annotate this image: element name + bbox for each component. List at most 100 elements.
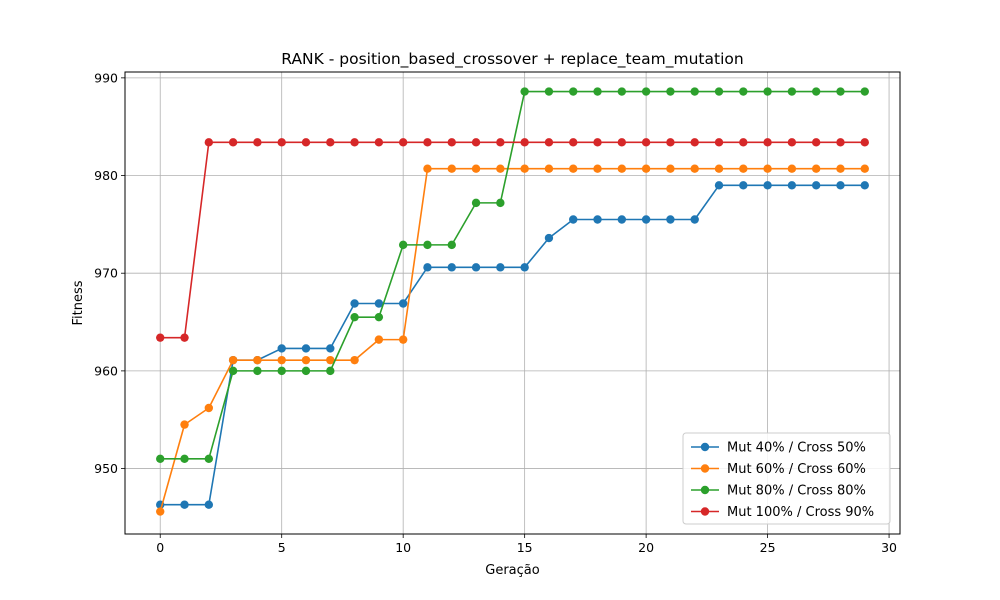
data-point [787, 181, 797, 190]
data-point [666, 164, 675, 173]
data-point [763, 138, 772, 147]
data-point [423, 240, 432, 250]
data-point [228, 366, 238, 376]
series-3 [156, 87, 869, 463]
y-tick-label: 980 [94, 168, 118, 183]
x-tick-label: 25 [760, 540, 776, 555]
y-tick-label: 990 [94, 70, 118, 85]
x-tick-label: 0 [156, 540, 164, 555]
data-point [301, 366, 311, 376]
data-point [811, 87, 821, 96]
data-point [836, 164, 845, 173]
legend-label: Mut 100% / Cross 90% [727, 505, 874, 520]
data-point [544, 233, 554, 243]
data-point [253, 138, 262, 147]
data-point [690, 87, 699, 96]
data-point [180, 333, 189, 342]
data-point [763, 181, 772, 190]
data-point [301, 355, 311, 365]
data-point [739, 164, 748, 173]
y-tick-label: 970 [94, 266, 118, 281]
data-point [301, 138, 311, 147]
data-point [617, 164, 627, 173]
data-point [641, 138, 651, 147]
data-point [520, 263, 529, 272]
legend-marker [700, 507, 710, 516]
data-point [836, 181, 845, 190]
x-axis-title: Geração [485, 563, 539, 578]
legend-marker [700, 464, 710, 473]
data-point [520, 138, 529, 147]
data-point [447, 164, 456, 173]
data-point [277, 138, 286, 147]
x-tick-label: 30 [881, 540, 897, 555]
data-point [326, 344, 335, 353]
legend: Mut 40% / Cross 50% Mut 60% / Cross 60% Mu… [682, 432, 891, 525]
data-point [593, 164, 602, 173]
data-point [569, 138, 578, 147]
legend-marker [700, 442, 710, 452]
data-point [156, 454, 165, 463]
data-point [666, 87, 675, 96]
data-point [641, 164, 651, 173]
data-point [739, 181, 748, 190]
data-point [471, 198, 481, 208]
data-point [811, 164, 821, 173]
data-point [617, 87, 627, 96]
data-point [569, 164, 578, 173]
data-point [253, 355, 262, 365]
data-point [860, 164, 869, 173]
data-point [423, 138, 432, 147]
data-point [496, 198, 505, 208]
data-point [204, 500, 214, 509]
data-point [423, 164, 432, 173]
data-point [350, 138, 359, 147]
data-point [860, 138, 869, 147]
data-point [520, 87, 529, 96]
data-point [714, 138, 724, 147]
legend-label: Mut 60% / Cross 60% [727, 462, 866, 477]
chart-title: RANK - position_based_crossover + replac… [281, 50, 743, 69]
plot-frame [124, 71, 901, 535]
data-point [326, 138, 335, 147]
data-point [156, 333, 165, 342]
data-point [739, 87, 748, 96]
data-point [641, 215, 651, 224]
data-point [860, 87, 869, 96]
data-point [374, 138, 384, 147]
data-point [569, 215, 578, 224]
data-point [423, 263, 432, 272]
legend-label: Mut 40% / Cross 50% [727, 441, 866, 456]
axes: 0 5 10 15 20 25 30 950 960 970 980 990 [94, 70, 897, 555]
data-point [277, 344, 286, 353]
data-point [496, 263, 505, 272]
data-point [326, 355, 335, 365]
data-point [204, 454, 214, 463]
data-point [326, 366, 335, 376]
data-point [180, 454, 189, 463]
data-point [544, 87, 554, 96]
data-point [374, 335, 384, 344]
data-point [277, 366, 286, 376]
data-point [544, 138, 554, 147]
data-point [569, 87, 578, 96]
data-point [787, 164, 797, 173]
data-point [374, 299, 384, 308]
data-point [471, 138, 481, 147]
data-point [180, 500, 189, 509]
data-point [398, 240, 408, 250]
data-point [180, 420, 189, 429]
data-point [447, 263, 456, 272]
data-point [714, 181, 724, 190]
data-point [617, 215, 627, 224]
data-point [544, 164, 554, 173]
data-point [836, 87, 845, 96]
legend-marker [700, 485, 710, 495]
data-point [447, 138, 456, 147]
x-tick-label: 10 [395, 540, 411, 555]
data-point [593, 87, 602, 96]
data-point [714, 164, 724, 173]
x-tick-label: 15 [517, 540, 533, 555]
data-point [447, 240, 456, 250]
